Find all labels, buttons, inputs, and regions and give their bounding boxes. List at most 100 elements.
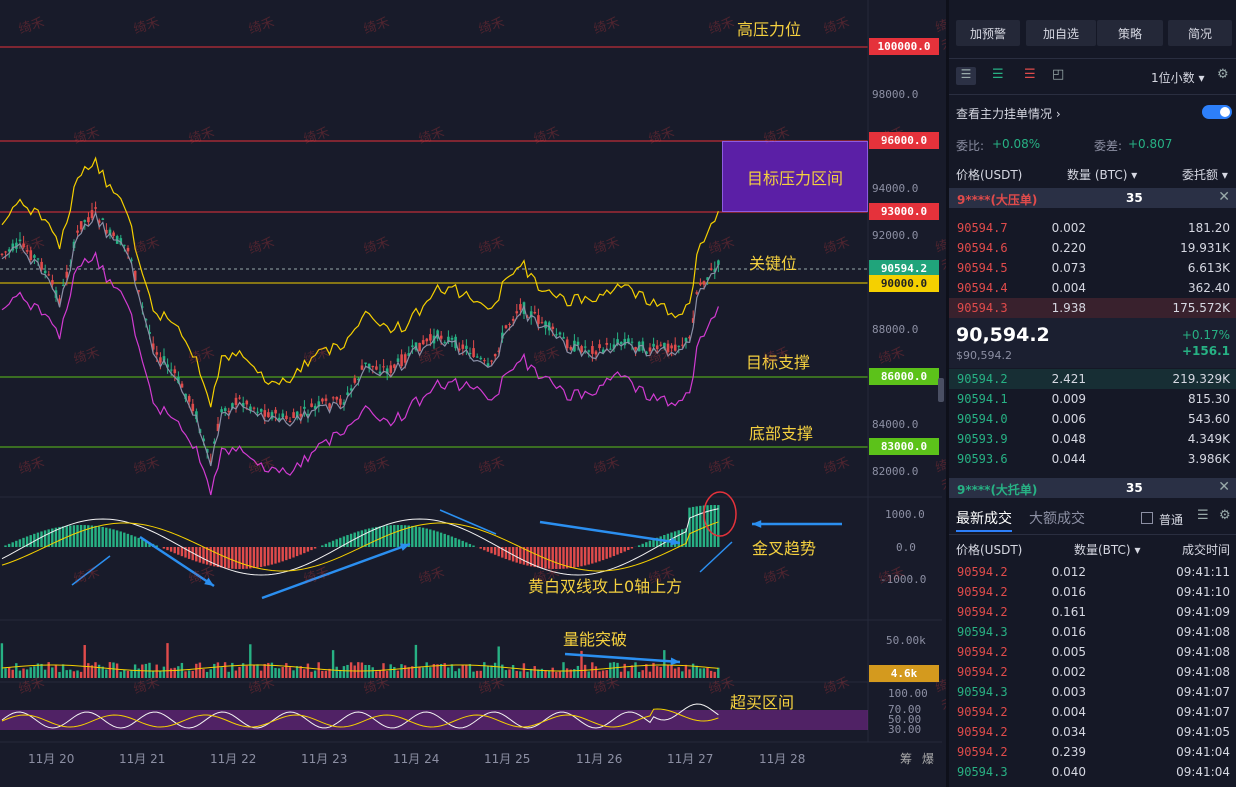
big-bid-row[interactable]: 9****(大托单) 35 ✕	[946, 478, 1236, 498]
trade-row[interactable]: 90594.2 0.239 09:41:04	[946, 742, 1236, 762]
settings-icon[interactable]: ⚙	[1219, 508, 1231, 523]
trade-row[interactable]: 90594.2 0.016 09:41:10	[946, 582, 1236, 602]
layout-asks-icon[interactable]: ☰	[1024, 67, 1036, 82]
candle-body	[346, 392, 349, 396]
macd-bar	[144, 540, 148, 547]
macd-bar	[249, 547, 252, 569]
macd-bar	[342, 536, 346, 547]
volume-bar	[418, 667, 421, 678]
bid-row[interactable]: 90593.9 0.048 4.349K	[946, 429, 1236, 449]
candle-body	[173, 369, 177, 374]
volume-bar	[378, 670, 382, 678]
candle-body	[241, 403, 245, 407]
trade-row[interactable]: 90594.2 0.002 09:41:08	[946, 662, 1236, 682]
qty-cell: 0.161	[1051, 605, 1086, 619]
macd-bar	[195, 547, 198, 562]
layout-bids-icon[interactable]: ☰	[992, 67, 1004, 82]
view-main-orders-link[interactable]: 查看主力挂单情况 ›	[956, 107, 1061, 121]
macd-bar	[202, 547, 205, 564]
volume-bar	[558, 671, 562, 678]
volume-bar	[159, 670, 162, 678]
main-orders-toggle[interactable]	[1202, 105, 1232, 119]
volume-bar	[51, 667, 54, 678]
layout-both-icon[interactable]: ☰	[956, 67, 976, 85]
close-icon[interactable]: ✕	[1218, 189, 1230, 205]
price-axis-label: 98000.0	[872, 88, 919, 101]
bid-row[interactable]: 90594.0 0.006 543.60	[946, 409, 1236, 429]
panel-splitter[interactable]	[946, 0, 949, 787]
candle-body	[58, 298, 61, 304]
macd-bar	[267, 547, 270, 566]
candle-body	[583, 346, 587, 348]
layout-depth-icon[interactable]: ◰	[1052, 67, 1065, 82]
bid-row[interactable]: 90594.1 0.009 815.30	[946, 389, 1236, 409]
trade-row[interactable]: 90594.2 0.004 09:41:07	[946, 702, 1236, 722]
macd-bar	[299, 547, 302, 555]
candlestick-chart[interactable]	[0, 0, 942, 787]
trades-col-qty[interactable]: 数量(BTC) ▾	[1074, 541, 1140, 558]
macd-bar	[439, 532, 443, 547]
strategy-button[interactable]: 策略	[1097, 20, 1163, 46]
ask-row[interactable]: 90594.6 0.220 19.931K	[946, 238, 1236, 258]
decimals-select[interactable]: 1位小数 ▾	[1151, 69, 1205, 86]
col-amount-header[interactable]: 委托额 ▾	[1182, 166, 1228, 183]
candle-body	[249, 406, 252, 411]
volume-bar	[702, 668, 706, 678]
col-qty-header[interactable]: 数量 (BTC) ▾	[1067, 166, 1137, 183]
chart-area[interactable]: 目标压力区间 高压力位 关键位 目标支撑 底部支撑 金叉趋势 黄白双线攻上0轴上…	[0, 0, 1011, 787]
candle-body	[551, 326, 555, 329]
trade-row[interactable]: 90594.2 0.034 09:41:05	[946, 722, 1236, 742]
summary-button[interactable]: 简况	[1168, 20, 1232, 46]
big-ask-row[interactable]: 9****(大压单) 35 ✕	[946, 188, 1236, 208]
collapse-handle[interactable]	[938, 378, 944, 402]
ask-row[interactable]: 90594.5 0.073 6.613K	[946, 258, 1236, 278]
add-favorite-button[interactable]: 加自选	[1026, 20, 1096, 46]
volume-bar	[439, 664, 443, 678]
candle-body	[670, 345, 673, 349]
tab-large-trades[interactable]: 大额成交	[1029, 511, 1085, 527]
candle-body	[501, 332, 504, 339]
macd-bar	[612, 547, 616, 557]
trade-row[interactable]: 90594.3 0.040 09:41:04	[946, 762, 1236, 782]
price-cell: 90594.4	[957, 281, 1008, 295]
volume-bar	[659, 667, 662, 678]
trade-row[interactable]: 90594.3 0.003 09:41:07	[946, 682, 1236, 702]
big-bid-qty: 35	[1126, 481, 1143, 495]
close-icon[interactable]: ✕	[1218, 479, 1230, 495]
candle-body	[508, 323, 511, 325]
volume-bar	[83, 645, 86, 678]
liquidation-icon[interactable]: 爆	[922, 752, 935, 766]
filter-icon[interactable]: ☰	[1197, 508, 1209, 523]
ask-row[interactable]: 90594.7 0.002 181.20	[946, 218, 1236, 238]
bid-row[interactable]: 90594.2 2.421 219.329K	[946, 369, 1236, 389]
ask-row[interactable]: 90594.4 0.004 362.40	[946, 278, 1236, 298]
tab-latest-trades[interactable]: 最新成交	[956, 511, 1012, 527]
qty-cell: 0.239	[1051, 745, 1086, 759]
blue-arrow	[261, 542, 411, 600]
date-label: 11月 21	[119, 752, 166, 766]
trade-row[interactable]: 90594.3 0.016 09:41:08	[946, 622, 1236, 642]
volume-bar	[465, 664, 468, 678]
volume-bar	[385, 670, 389, 678]
trade-row[interactable]: 90594.2 0.161 09:41:09	[946, 602, 1236, 622]
macd-bar	[522, 547, 526, 565]
ask-row[interactable]: 90594.3 1.938 175.572K	[946, 298, 1236, 318]
settings-icon[interactable]: ⚙	[1217, 67, 1229, 82]
volume-bar	[130, 670, 133, 678]
candle-body	[555, 334, 558, 336]
trade-row[interactable]: 90594.2 0.005 09:41:08	[946, 642, 1236, 662]
normal-checkbox[interactable]	[1141, 512, 1153, 524]
candle-body	[475, 356, 479, 358]
candle-body	[166, 364, 169, 368]
volume-bar	[76, 670, 79, 678]
macd-bar	[587, 547, 590, 565]
trade-row[interactable]: 90594.2 0.012 09:41:11	[946, 562, 1236, 582]
bid-row[interactable]: 90593.6 0.044 3.986K	[946, 449, 1236, 469]
blue-arrow-head	[752, 520, 762, 528]
time-cell: 09:41:08	[1176, 665, 1230, 679]
candle-body	[25, 250, 29, 252]
chips-icon[interactable]: 筹	[900, 752, 913, 766]
add-alert-button[interactable]: 加预警	[956, 20, 1020, 46]
macd-bar	[645, 542, 648, 547]
volume-bar	[54, 665, 58, 678]
